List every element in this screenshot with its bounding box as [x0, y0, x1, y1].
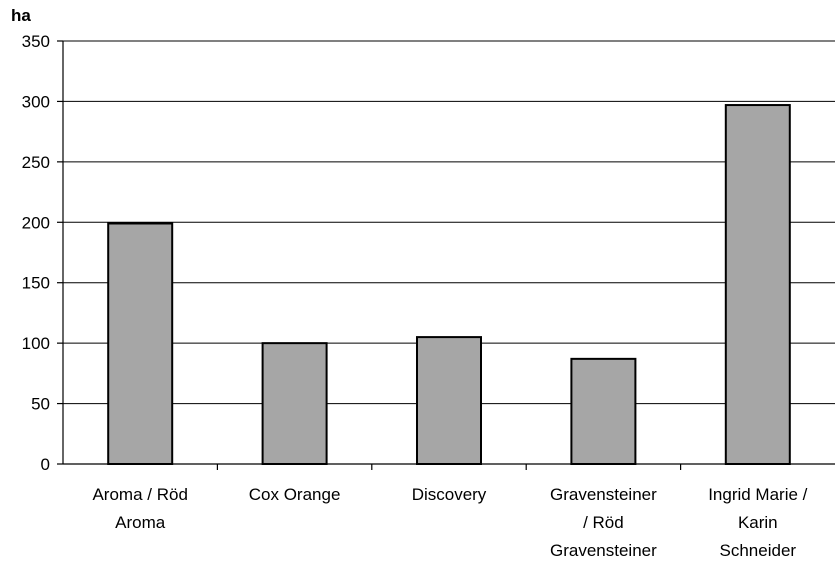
x-tick-label: Aroma / Röd Aroma [92, 485, 187, 532]
y-tick-label: 150 [22, 274, 50, 293]
y-tick-label: 200 [22, 213, 50, 232]
gridlines [63, 40, 835, 405]
x-tick-label: Discovery [412, 485, 487, 504]
y-tick-label: 250 [22, 153, 50, 172]
axes [57, 40, 835, 470]
bar [261, 342, 328, 465]
y-tick-label: 300 [22, 92, 50, 111]
x-tick-label: Gravensteiner / Röd Gravensteiner [550, 485, 657, 560]
y-tick-label: 50 [31, 395, 50, 414]
x-tick-label: Ingrid Marie / Karin Schneider [708, 485, 807, 560]
y-tick-label: 350 [22, 32, 50, 51]
bar [570, 357, 637, 465]
bars [107, 104, 791, 466]
x-tick-labels: Aroma / Röd Aroma Cox Orange Discovery Grave… [92, 485, 807, 560]
y-axis-label: ha [11, 6, 31, 25]
y-tick-label: 100 [22, 334, 50, 353]
bar [724, 104, 791, 465]
bar [416, 336, 482, 466]
x-tick-label: Cox Orange [249, 485, 341, 504]
bar [107, 222, 174, 465]
y-tick-labels: 0 50 100 150 200 250 300 350 [22, 32, 50, 474]
y-tick-label: 0 [41, 455, 50, 474]
